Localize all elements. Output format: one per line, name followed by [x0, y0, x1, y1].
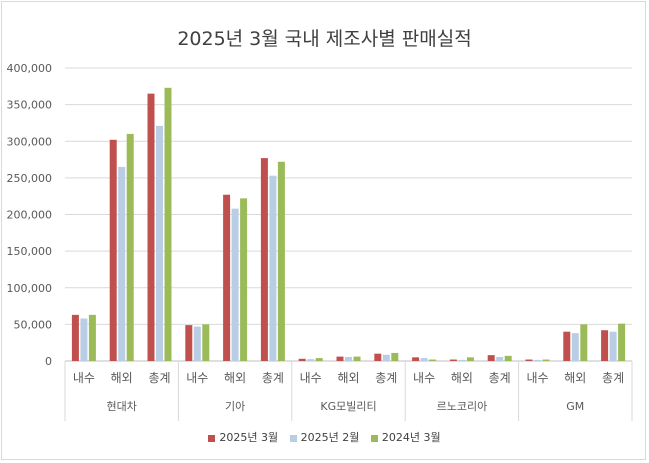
bar [80, 318, 88, 361]
bar [277, 161, 285, 361]
bar [185, 325, 193, 361]
x-category-label: 해외 [224, 371, 246, 385]
bar [193, 326, 201, 361]
x-category-label: 내수 [186, 371, 208, 385]
x-group-label: 르노코리아 [437, 400, 488, 413]
legend-swatch-2 [289, 434, 297, 442]
x-category-label: 해외 [337, 371, 359, 385]
x-group-label: 기아 [225, 400, 245, 413]
bar [496, 356, 504, 361]
x-group-label: 현대차 [107, 400, 137, 413]
bar [260, 158, 268, 361]
legend-label-1: 2025년 3월 [219, 431, 279, 444]
legend-swatch-1 [208, 434, 216, 442]
bar [374, 353, 382, 361]
bar [298, 358, 306, 361]
bar [164, 87, 172, 361]
y-tick-label: 0 [45, 355, 52, 368]
bar [307, 359, 315, 361]
bar [345, 356, 352, 361]
x-group-label: GM [566, 400, 584, 413]
x-category-label: 총계 [375, 371, 397, 385]
bar [382, 354, 390, 361]
y-tick-label: 400,000 [7, 62, 53, 75]
bar [202, 324, 210, 361]
bar [126, 133, 134, 361]
bar [109, 139, 117, 361]
bar [542, 359, 550, 361]
bar [223, 194, 231, 361]
x-category-label: 내수 [73, 371, 95, 385]
x-category-label: 해외 [111, 371, 133, 385]
bar [353, 356, 361, 361]
legend-item-3: 2024년 3월 [370, 429, 441, 445]
bar [449, 359, 457, 361]
bar [269, 175, 277, 361]
bar [71, 314, 79, 361]
x-category-label: 총계 [262, 371, 284, 385]
bar [466, 357, 474, 361]
x-group-label: KG모빌리티 [320, 400, 376, 413]
bar [534, 359, 541, 361]
legend-label-2: 2025년 2월 [300, 431, 360, 444]
bar [412, 357, 420, 361]
y-tick-label: 100,000 [7, 282, 53, 295]
bar [571, 333, 579, 361]
legend-item-1: 2025년 3월 [208, 429, 278, 445]
x-category-label: 해외 [564, 371, 586, 385]
bar [601, 330, 609, 361]
x-category-label: 내수 [526, 371, 548, 385]
legend-swatch-3 [370, 434, 378, 442]
bar [147, 93, 155, 361]
bar [618, 323, 626, 361]
bar [609, 331, 617, 361]
x-category-label: 총계 [602, 371, 624, 385]
y-tick-label: 50,000 [14, 318, 53, 331]
bar [118, 166, 126, 361]
y-tick-label: 350,000 [7, 99, 53, 112]
bar [580, 324, 588, 361]
bar [240, 198, 248, 361]
chart-title: 2025년 3월 국내 제조사별 판매실적 [177, 28, 472, 50]
x-category-label: 내수 [413, 371, 435, 385]
x-category-label: 내수 [300, 371, 322, 385]
legend-item-2: 2025년 2월 [289, 429, 360, 445]
bar [156, 125, 163, 362]
bar [231, 208, 239, 361]
bar [88, 314, 96, 361]
x-category-label: 총계 [148, 371, 170, 385]
bar [487, 355, 495, 361]
x-category-label: 총계 [489, 371, 511, 385]
bar [525, 359, 533, 361]
bar [563, 331, 571, 361]
bar [420, 358, 428, 361]
y-tick-label: 250,000 [7, 172, 53, 185]
bar [315, 358, 323, 361]
bar [504, 355, 512, 361]
legend-label-3: 2024년 3월 [381, 431, 441, 444]
y-tick-label: 300,000 [7, 135, 53, 148]
bar [429, 359, 437, 361]
bar [336, 356, 344, 361]
y-tick-label: 150,000 [7, 245, 53, 258]
bar [458, 359, 466, 361]
x-category-label: 해외 [451, 371, 473, 385]
bar [391, 352, 399, 361]
chart-legend: 2025년 3월 2025년 2월 2024년 3월 [0, 429, 649, 445]
y-tick-label: 200,000 [7, 209, 53, 222]
